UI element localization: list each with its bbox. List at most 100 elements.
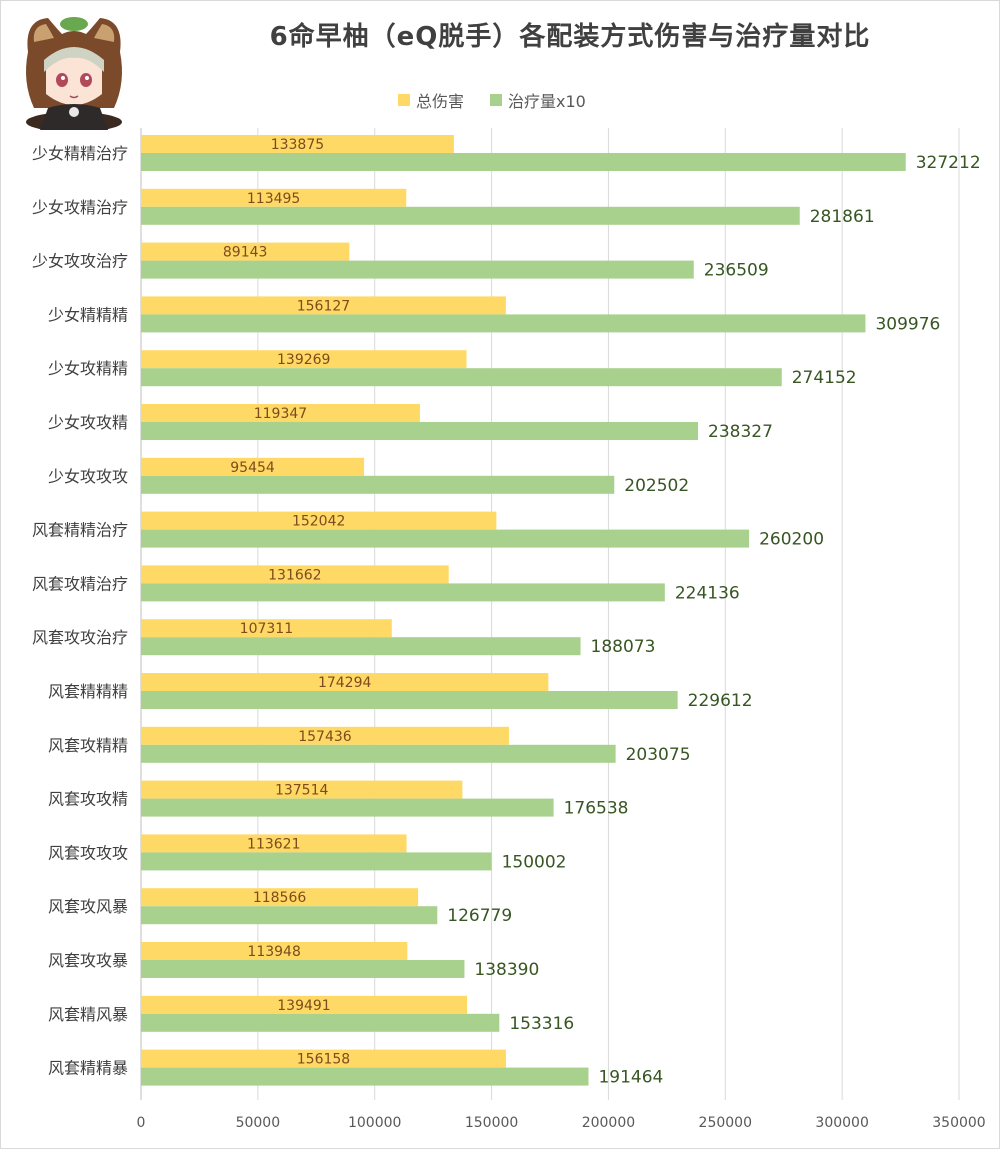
healing-bar bbox=[141, 260, 694, 279]
damage-bar bbox=[141, 188, 407, 207]
damage-value-label: 156158 bbox=[297, 1052, 350, 1068]
damage-value-label: 113948 bbox=[247, 944, 300, 960]
category-label: 风套精精治疗 bbox=[32, 521, 128, 540]
category-label: 风套攻精精 bbox=[48, 736, 128, 755]
category-label: 少女精精精 bbox=[48, 305, 128, 324]
healing-bar bbox=[141, 798, 554, 817]
healing-value-label: 138390 bbox=[474, 960, 539, 980]
damage-value-label: 133875 bbox=[271, 137, 324, 153]
damage-bar bbox=[141, 942, 408, 960]
category-label: 风套精精精 bbox=[48, 682, 128, 701]
damage-value-label: 95454 bbox=[230, 460, 275, 476]
healing-value-label: 274152 bbox=[792, 368, 857, 388]
damage-bar bbox=[141, 619, 392, 638]
damage-bar bbox=[141, 565, 449, 584]
damage-value-label: 139269 bbox=[277, 352, 330, 368]
healing-value-label: 153316 bbox=[509, 1014, 574, 1034]
healing-value-label: 202502 bbox=[624, 476, 689, 496]
healing-bar bbox=[141, 206, 800, 225]
category-label: 风套攻攻暴 bbox=[48, 951, 128, 970]
healing-bar bbox=[141, 422, 699, 440]
healing-bar bbox=[141, 637, 581, 656]
x-tick-label: 50000 bbox=[236, 1115, 281, 1131]
healing-bar bbox=[141, 153, 906, 171]
damage-value-label: 107311 bbox=[240, 621, 293, 637]
damage-bar bbox=[141, 834, 407, 853]
damage-bar bbox=[141, 888, 419, 907]
healing-bar bbox=[141, 583, 665, 602]
legend-item-damage: 总伤害 bbox=[398, 88, 464, 112]
healing-value-label: 229612 bbox=[688, 691, 753, 711]
damage-value-label: 113495 bbox=[247, 191, 300, 207]
category-label: 少女攻攻攻 bbox=[48, 467, 128, 486]
legend-swatch-healing bbox=[490, 94, 503, 106]
x-tick-label: 200000 bbox=[582, 1115, 635, 1131]
damage-bar bbox=[141, 296, 506, 315]
x-tick-label: 250000 bbox=[699, 1115, 752, 1131]
legend-swatch-damage bbox=[398, 94, 410, 106]
damage-bar bbox=[141, 350, 467, 369]
damage-value-label: 152042 bbox=[292, 514, 345, 530]
legend-item-healing: 治疗量x10 bbox=[490, 88, 586, 112]
x-tick-label: 350000 bbox=[932, 1115, 985, 1131]
damage-bar bbox=[141, 242, 350, 261]
healing-value-label: 238327 bbox=[708, 422, 773, 442]
healing-value-label: 309976 bbox=[875, 314, 940, 334]
damage-value-label: 119347 bbox=[254, 406, 307, 422]
damage-value-label: 113621 bbox=[247, 836, 300, 852]
healing-value-label: 150002 bbox=[502, 852, 567, 872]
damage-value-label: 131662 bbox=[268, 567, 321, 583]
category-label: 少女攻精治疗 bbox=[32, 198, 128, 217]
healing-bar bbox=[141, 314, 866, 333]
healing-value-label: 188073 bbox=[591, 637, 656, 657]
legend-label-healing: 治疗量x10 bbox=[508, 92, 586, 111]
healing-bar bbox=[141, 960, 465, 978]
healing-bar bbox=[141, 529, 750, 548]
damage-value-label: 137514 bbox=[275, 783, 329, 799]
x-tick-label: 0 bbox=[137, 1115, 146, 1131]
damage-bar bbox=[141, 995, 468, 1014]
healing-bar bbox=[141, 1013, 500, 1032]
healing-bar bbox=[141, 852, 492, 871]
chart-title: 6命早柚（eQ脱手）各配装方式伤害与治疗量对比 bbox=[269, 22, 871, 52]
damage-bar bbox=[141, 404, 420, 422]
damage-bar bbox=[141, 780, 463, 799]
chart-legend: 总伤害 治疗量x10 bbox=[398, 88, 612, 112]
damage-value-label: 174294 bbox=[318, 675, 372, 691]
healing-value-label: 260200 bbox=[759, 530, 824, 550]
damage-bar bbox=[141, 673, 549, 691]
category-label: 少女攻精精 bbox=[48, 359, 128, 378]
character-avatar bbox=[26, 17, 122, 130]
healing-value-label: 203075 bbox=[626, 745, 691, 765]
healing-bar bbox=[141, 691, 678, 709]
damage-bar bbox=[141, 457, 365, 476]
category-label: 风套攻精治疗 bbox=[32, 574, 128, 593]
healing-value-label: 126779 bbox=[447, 906, 512, 926]
damage-value-label: 139491 bbox=[277, 998, 330, 1014]
category-label: 风套攻攻攻 bbox=[48, 843, 128, 862]
damage-bar bbox=[141, 726, 509, 745]
x-tick-label: 100000 bbox=[348, 1115, 401, 1131]
healing-value-label: 191464 bbox=[598, 1068, 663, 1088]
damage-bar bbox=[141, 511, 497, 530]
healing-value-label: 176538 bbox=[564, 799, 629, 819]
category-label: 风套攻风暴 bbox=[48, 897, 128, 916]
healing-value-label: 281861 bbox=[810, 207, 875, 227]
damage-value-label: 89143 bbox=[223, 245, 268, 261]
healing-bar bbox=[141, 475, 615, 494]
healing-value-label: 224136 bbox=[675, 583, 740, 603]
category-label: 风套精风暴 bbox=[48, 1005, 128, 1024]
legend-label-damage: 总伤害 bbox=[416, 92, 465, 111]
healing-value-label: 327212 bbox=[916, 153, 981, 173]
healing-bar bbox=[141, 906, 438, 925]
healing-bar bbox=[141, 368, 782, 387]
damage-value-label: 156127 bbox=[297, 298, 350, 314]
healing-bar bbox=[141, 744, 616, 763]
healing-value-label: 236509 bbox=[704, 261, 769, 281]
x-tick-label: 300000 bbox=[815, 1115, 868, 1131]
damage-value-label: 118566 bbox=[253, 890, 307, 906]
category-label: 风套攻攻治疗 bbox=[32, 628, 128, 647]
x-tick-label: 150000 bbox=[465, 1115, 518, 1131]
healing-bar bbox=[141, 1067, 589, 1086]
